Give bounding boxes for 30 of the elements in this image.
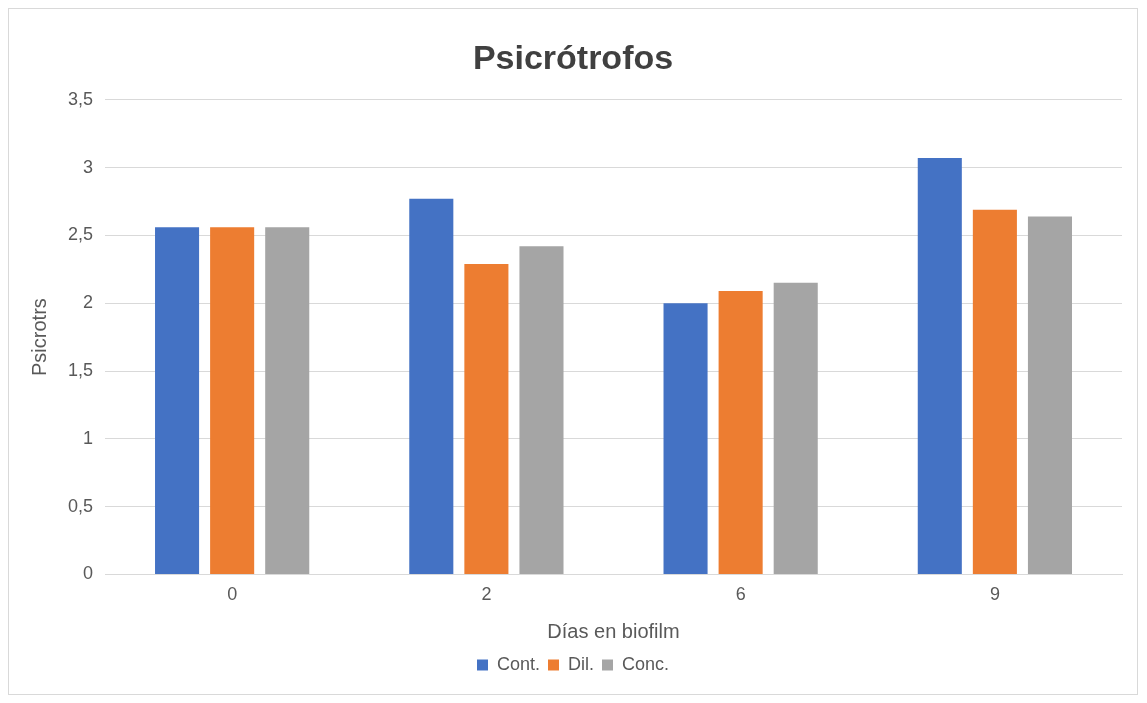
legend-label: Conc. [622,653,670,674]
x-tick-label: 6 [735,584,746,605]
y-tick-label: 3 [83,156,94,177]
y-tick-label: 1,5 [67,359,94,380]
bar [210,227,255,574]
y-axis-title: Psicrotrs [27,298,50,376]
bar [663,303,708,574]
bar [972,209,1017,574]
bar [265,227,310,574]
bar [155,227,200,574]
x-tick-label: 0 [227,584,238,605]
x-tick-label: 9 [989,584,1000,605]
legend-label: Dil. [568,653,594,674]
bar [1027,216,1072,574]
y-tick-label: 2,5 [67,224,94,245]
bar [718,291,763,574]
chart-title: Psicrótrofos [472,37,674,76]
bar [409,198,454,574]
bar [464,263,509,574]
y-tick-label: 0 [83,563,94,584]
bar [519,246,564,574]
x-tick-label: 2 [481,584,492,605]
y-tick-label: 1 [83,427,94,448]
legend-label: Cont. [496,653,541,674]
bar [773,282,818,574]
y-tick-label: 3,5 [67,88,94,109]
bar [917,158,962,574]
x-axis-title: Días en biofilm [547,619,680,642]
y-tick-label: 2 [83,292,94,313]
y-tick-label: 0,5 [67,495,94,516]
